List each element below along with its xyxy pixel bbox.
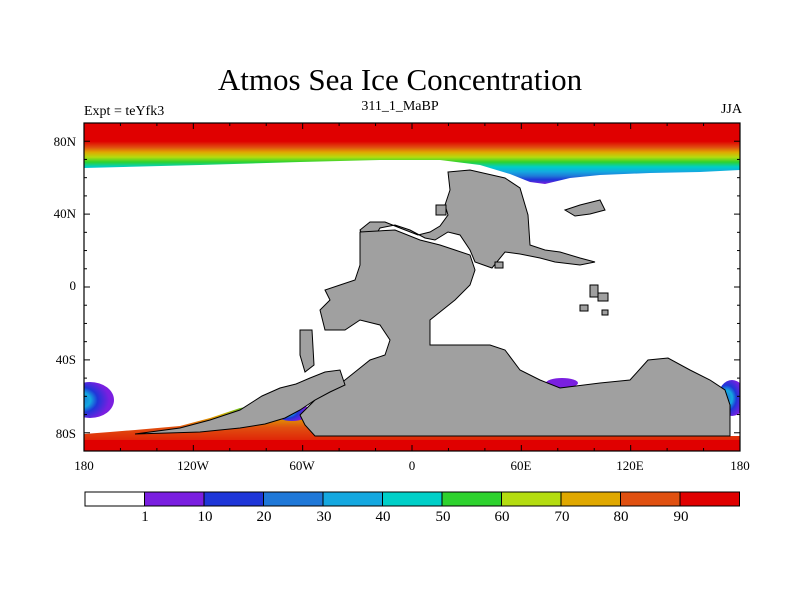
- lat-label-40s: 40S: [55, 352, 76, 367]
- land-isthmus: [299, 329, 315, 373]
- land-main-continent: [359, 169, 596, 269]
- lon-label-180w: 180: [74, 458, 94, 473]
- colorbar-box-1: [144, 491, 205, 507]
- colorbar-box-2: [203, 491, 264, 507]
- colorbar-box-0: [84, 491, 145, 507]
- colorbar-label-1: 1: [141, 509, 149, 525]
- land-west-coast: [134, 369, 346, 435]
- land-island-5: [601, 309, 609, 316]
- colorbar-box-8: [560, 491, 621, 507]
- land-island-1: [435, 204, 447, 216]
- land-island-4: [579, 304, 589, 312]
- land-masses: [134, 169, 731, 437]
- lon-label-60w: 60W: [289, 458, 315, 473]
- colorbar-box-3: [263, 491, 324, 507]
- west-edge-ice-patch: [84, 382, 114, 418]
- lon-label-120e: 120E: [616, 458, 644, 473]
- lon-label-180e: 180: [730, 458, 750, 473]
- run-label: 311_1_MaBP: [361, 99, 439, 114]
- lon-label-120w: 120W: [177, 458, 209, 473]
- colorbar-label-30: 30: [316, 509, 332, 525]
- land-island-3: [597, 292, 609, 302]
- lat-label-0: 0: [69, 278, 77, 293]
- colorbar-label-50: 50: [435, 509, 451, 525]
- colorbar-box-4: [322, 491, 383, 507]
- colorbar-box-5: [382, 491, 443, 507]
- axis-ticks: [83, 122, 741, 452]
- arctic-sea-ice: [84, 123, 740, 184]
- colorbar-label-70: 70: [554, 509, 570, 525]
- colorbar-label-10: 10: [197, 509, 213, 525]
- colorbar-box-7: [501, 491, 562, 507]
- experiment-label: Expt = teYfk3: [84, 104, 165, 119]
- colorbar-label-60: 60: [494, 509, 510, 525]
- land-island-6: [494, 261, 504, 269]
- colorbar-label-20: 20: [256, 509, 272, 525]
- land-central-continent: [299, 229, 731, 437]
- colorbar: [84, 491, 740, 507]
- lon-label-60e: 60E: [510, 458, 532, 473]
- land-island-2: [589, 284, 599, 298]
- colorbar-box-9: [620, 491, 681, 507]
- lat-label-80n: 80N: [53, 134, 76, 149]
- lat-label-80s: 80S: [55, 426, 76, 441]
- colorbar-label-80: 80: [613, 509, 629, 525]
- season-label: JJA: [720, 102, 742, 117]
- lon-label-0: 0: [408, 458, 416, 473]
- colorbar-label-90: 90: [673, 509, 689, 525]
- lat-label-40n: 40N: [53, 206, 76, 221]
- colorbar-box-6: [441, 491, 502, 507]
- colorbar-label-40: 40: [375, 509, 391, 525]
- colorbar-box-10: [679, 491, 740, 507]
- plot-title: Atmos Sea Ice Concentration: [217, 62, 583, 97]
- land-east-peninsula: [563, 199, 606, 217]
